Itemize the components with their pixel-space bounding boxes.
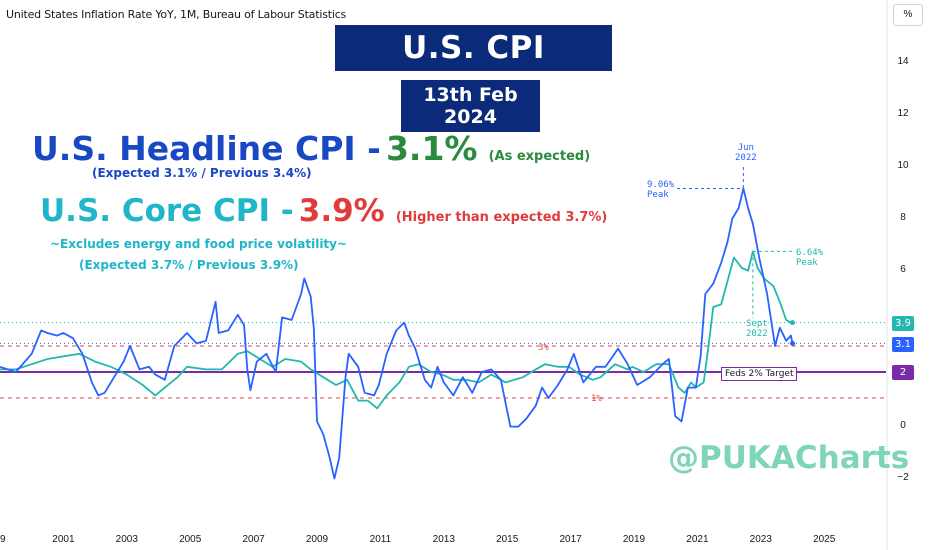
x-tick-label: 2019 <box>623 534 646 545</box>
jun-2022-annotation: Jun 2022 <box>735 143 757 163</box>
level-3-label: 3% <box>538 343 549 353</box>
headline-cpi-value: 3.1% <box>385 129 478 168</box>
headline-last-value-badge: 3.1 <box>892 337 914 352</box>
y-tick-label: 10 <box>897 160 909 171</box>
x-tick-label: 2021 <box>686 534 709 545</box>
release-banner: U.S. CPI RELEASED <box>335 25 612 112</box>
level-1-label: 1% <box>591 394 602 404</box>
x-tick-label: 2025 <box>813 534 836 545</box>
core-cpi-expectation: (Expected 3.7% / Previous 3.9%) <box>79 258 299 272</box>
x-tick-label: 2013 <box>433 534 456 545</box>
core-last-point <box>790 320 795 326</box>
y-tick-label: 0 <box>900 420 906 431</box>
headline-cpi-line <box>0 187 794 480</box>
plot-area <box>0 187 795 480</box>
target-value-badge: 2 <box>892 365 914 380</box>
x-axis: 99 2001 2003 2005 2007 2009 2011 2013 2015 2017 20… <box>0 534 836 545</box>
jun-label: Jun <box>737 143 754 153</box>
x-tick-label: 2007 <box>242 534 265 545</box>
sept-2022-annotation: Sept 2022 <box>746 319 768 339</box>
unit-selector-button[interactable]: % <box>893 4 923 26</box>
x-tick-label: 2009 <box>306 534 329 545</box>
annotation-guides <box>677 167 793 318</box>
y-tick-label: −2 <box>897 472 909 483</box>
headline-cpi-expectation: (Expected 3.1% / Previous 3.4%) <box>92 166 312 180</box>
y-tick-label: 14 <box>897 56 909 67</box>
headline-peak-value: 9.06% <box>647 180 675 190</box>
headline-peak-label: Peak <box>647 190 669 200</box>
core-cpi-row: U.S. Core CPI - 3.9% (Higher than expect… <box>40 193 607 229</box>
core-cpi-note: (Higher than expected 3.7%) <box>395 210 608 225</box>
y-tick-label: 8 <box>900 212 906 223</box>
jun-year-label: 2022 <box>735 153 757 163</box>
x-tick-label: 2005 <box>179 534 202 545</box>
chart-title: United States Inflation Rate YoY, 1M, Bu… <box>6 8 347 21</box>
x-tick-label: 99 <box>0 534 6 545</box>
release-date: 13th Feb 2024 <box>423 84 518 128</box>
headline-cpi-note: (As expected) <box>488 149 591 164</box>
x-tick-label: 2001 <box>52 534 75 545</box>
y-tick-label: 6 <box>900 264 906 275</box>
headline-cpi-label: U.S. Headline CPI - <box>32 129 381 168</box>
y-tick-label: 12 <box>897 108 909 119</box>
core-peak-label: Peak <box>796 258 818 268</box>
x-tick-label: 2017 <box>559 534 582 545</box>
sept-label: Sept <box>746 319 768 329</box>
core-last-value-badge: 3.9 <box>892 316 914 331</box>
core-cpi-value: 3.9% <box>298 193 385 229</box>
release-period: For January Month <box>402 132 539 147</box>
x-tick-label: 2003 <box>116 534 139 545</box>
headline-cpi-row: U.S. Headline CPI - 3.1% (As expected) <box>32 129 590 168</box>
feds-target-label: Feds 2% Target <box>721 367 798 381</box>
release-date-banner: 13th Feb 2024 For January Month <box>401 80 540 147</box>
x-tick-label: 2015 <box>496 534 519 545</box>
watermark: @PUKACharts <box>668 440 910 476</box>
x-tick-label: 2023 <box>750 534 773 545</box>
core-cpi-description: ~Excludes energy and food price volatili… <box>50 237 348 251</box>
sept-year-label: 2022 <box>746 329 768 339</box>
core-cpi-line <box>0 250 793 410</box>
core-cpi-label: U.S. Core CPI - <box>40 193 294 229</box>
x-tick-label: 2011 <box>370 534 392 545</box>
core-peak-value: 6.64% <box>796 248 824 258</box>
headline-last-point <box>790 340 795 346</box>
core-peak-annotation: 6.64% Peak <box>796 248 823 268</box>
y-axis: −202468101214 <box>897 56 909 483</box>
headline-peak-annotation: 9.06% Peak <box>647 180 674 200</box>
